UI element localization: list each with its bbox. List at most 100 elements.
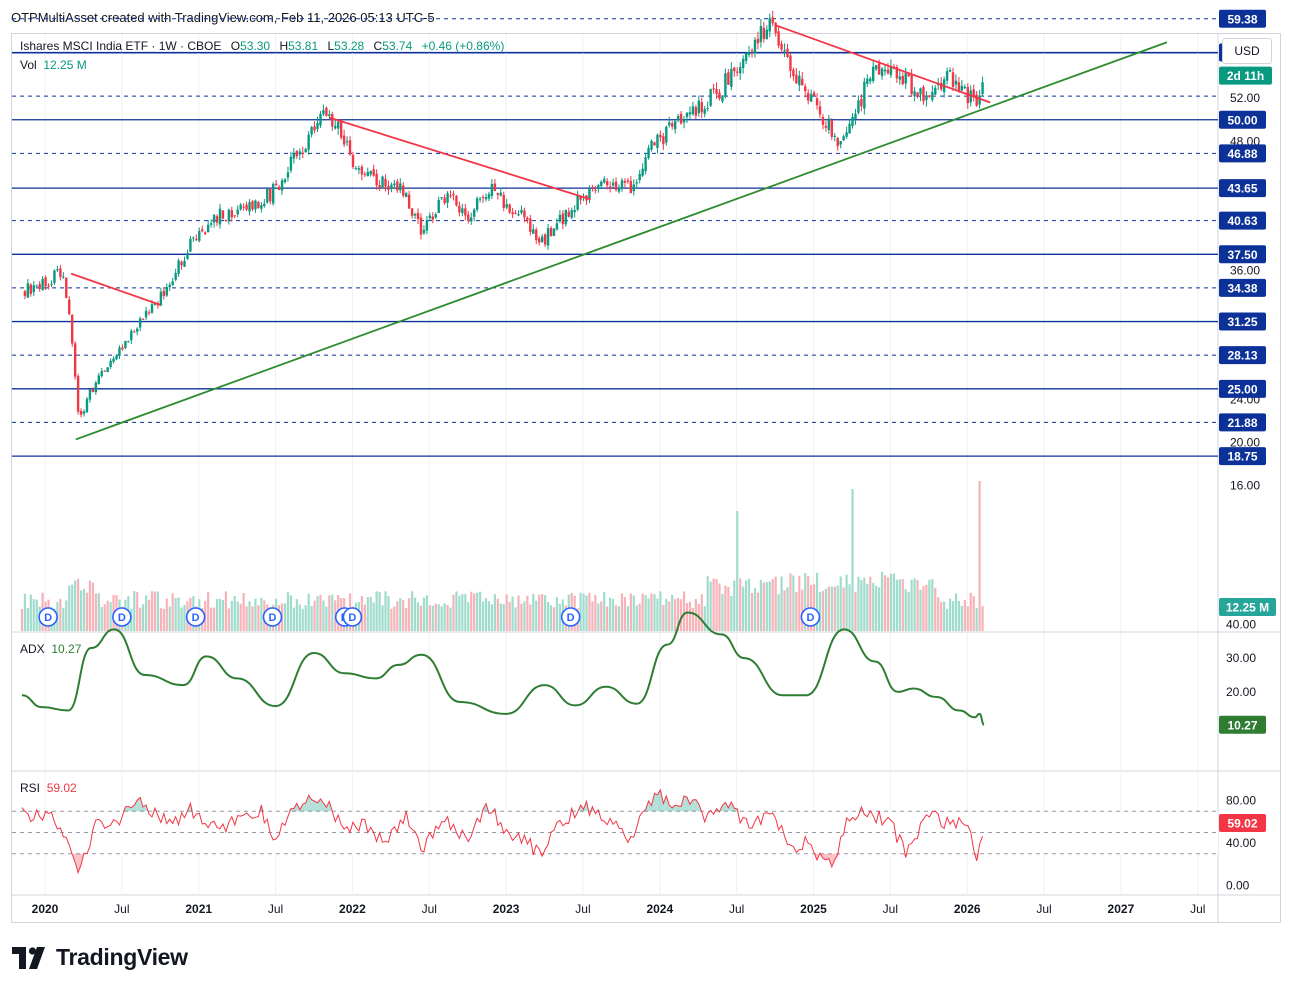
candle-body <box>514 212 517 214</box>
volume-bar <box>136 591 139 631</box>
volume-bar <box>455 591 458 631</box>
volume-bar <box>611 598 615 631</box>
volume-bar <box>292 607 295 631</box>
volume-bar <box>688 601 692 631</box>
volume-bar <box>538 594 541 631</box>
candle-body <box>354 167 358 169</box>
volume-label: Vol <box>20 58 37 72</box>
volume-bars <box>20 481 984 631</box>
rsi-tick-label: 0.00 <box>1226 879 1250 893</box>
volume-bar <box>812 584 816 631</box>
volume-bar <box>691 607 695 631</box>
volume-bar <box>431 605 434 631</box>
volume-bar <box>529 604 532 631</box>
level-price-badge <box>1219 110 1266 129</box>
rsi-value-badge-label: 59.02 <box>1227 816 1257 830</box>
volume-bar <box>650 593 653 631</box>
candle-body <box>168 284 171 288</box>
rsi-overbought-fill <box>663 795 667 812</box>
candle-body <box>520 209 523 213</box>
volume-bar <box>830 586 833 631</box>
candle-body <box>697 100 701 114</box>
candle-body <box>724 73 727 96</box>
volume-bar <box>508 601 511 631</box>
volume-bar <box>836 585 839 631</box>
candle-body <box>682 119 686 123</box>
candle-body <box>963 86 967 89</box>
candle-body <box>23 291 27 296</box>
volume-bar <box>659 591 662 631</box>
level-price-badge <box>1219 413 1266 432</box>
rsi-overbought-fill <box>692 799 696 812</box>
volume-bar <box>848 584 851 631</box>
volume-bar <box>780 576 783 631</box>
candle-body <box>771 17 774 24</box>
volume-bar <box>289 595 293 631</box>
candle-body <box>138 318 142 328</box>
candle-body <box>685 112 689 117</box>
volume-bar <box>428 605 431 631</box>
candle-body <box>310 127 313 135</box>
volume-bar <box>626 606 629 631</box>
candle-body <box>567 211 570 217</box>
volume-bar <box>753 588 757 631</box>
currency-button[interactable]: USD <box>1222 38 1272 64</box>
volume-bar <box>609 597 612 631</box>
close-label: C <box>373 39 383 53</box>
candle-body <box>416 212 420 220</box>
volume-bar <box>745 580 748 631</box>
level-price-badge-label: 28.13 <box>1227 349 1257 363</box>
rsi-overbought-fill <box>302 802 306 812</box>
candle-body <box>653 142 656 146</box>
candle-body <box>922 86 925 102</box>
volume-bar <box>97 593 100 631</box>
candle-body <box>656 134 659 148</box>
candle-body <box>851 116 854 127</box>
candle-body <box>248 202 251 212</box>
candle-body <box>644 157 647 172</box>
candle-body <box>387 185 390 190</box>
time-tick-label: 2022 <box>339 902 366 916</box>
candle-body <box>130 330 133 341</box>
level-price-badge-label: 50.00 <box>1227 113 1257 127</box>
adx-value-badge <box>1219 715 1266 734</box>
candle-body <box>546 228 550 246</box>
adx-label: ADX <box>20 642 45 656</box>
volume-bar <box>248 601 251 631</box>
volume-bar <box>653 594 656 631</box>
volume-bar <box>869 576 872 631</box>
candle-body <box>339 120 343 138</box>
candle-body <box>147 312 151 314</box>
volume-bar <box>685 603 689 631</box>
level-price-badge-label: 31.25 <box>1227 315 1257 329</box>
volume-bar <box>402 600 405 631</box>
candle-body <box>706 107 709 109</box>
candle-body <box>369 171 372 175</box>
candle-body <box>623 181 627 183</box>
candle-body <box>70 314 74 344</box>
candle-body <box>765 29 768 39</box>
volume-bar <box>883 575 887 631</box>
volume-bar <box>759 580 762 631</box>
volume-bar <box>106 600 109 631</box>
candle-body <box>934 87 937 95</box>
volume-bar <box>898 579 901 631</box>
volume-bar <box>375 591 378 631</box>
dividend-marker-label: D <box>806 612 814 624</box>
candle-body <box>869 78 872 82</box>
volume-bar <box>65 600 68 631</box>
dividend-marker <box>800 607 821 627</box>
candle-body <box>334 125 337 129</box>
candle-body <box>292 153 296 159</box>
level-price-badge-label: 46.88 <box>1227 147 1257 161</box>
volume-bar <box>978 481 981 631</box>
volume-bar <box>490 604 494 631</box>
candle-body <box>499 192 502 196</box>
candle-body <box>777 31 780 46</box>
candle-body <box>121 347 124 350</box>
candle-body <box>570 210 573 218</box>
volume-bar <box>159 608 162 631</box>
candle-body <box>857 100 860 113</box>
volume-bar <box>632 595 635 631</box>
